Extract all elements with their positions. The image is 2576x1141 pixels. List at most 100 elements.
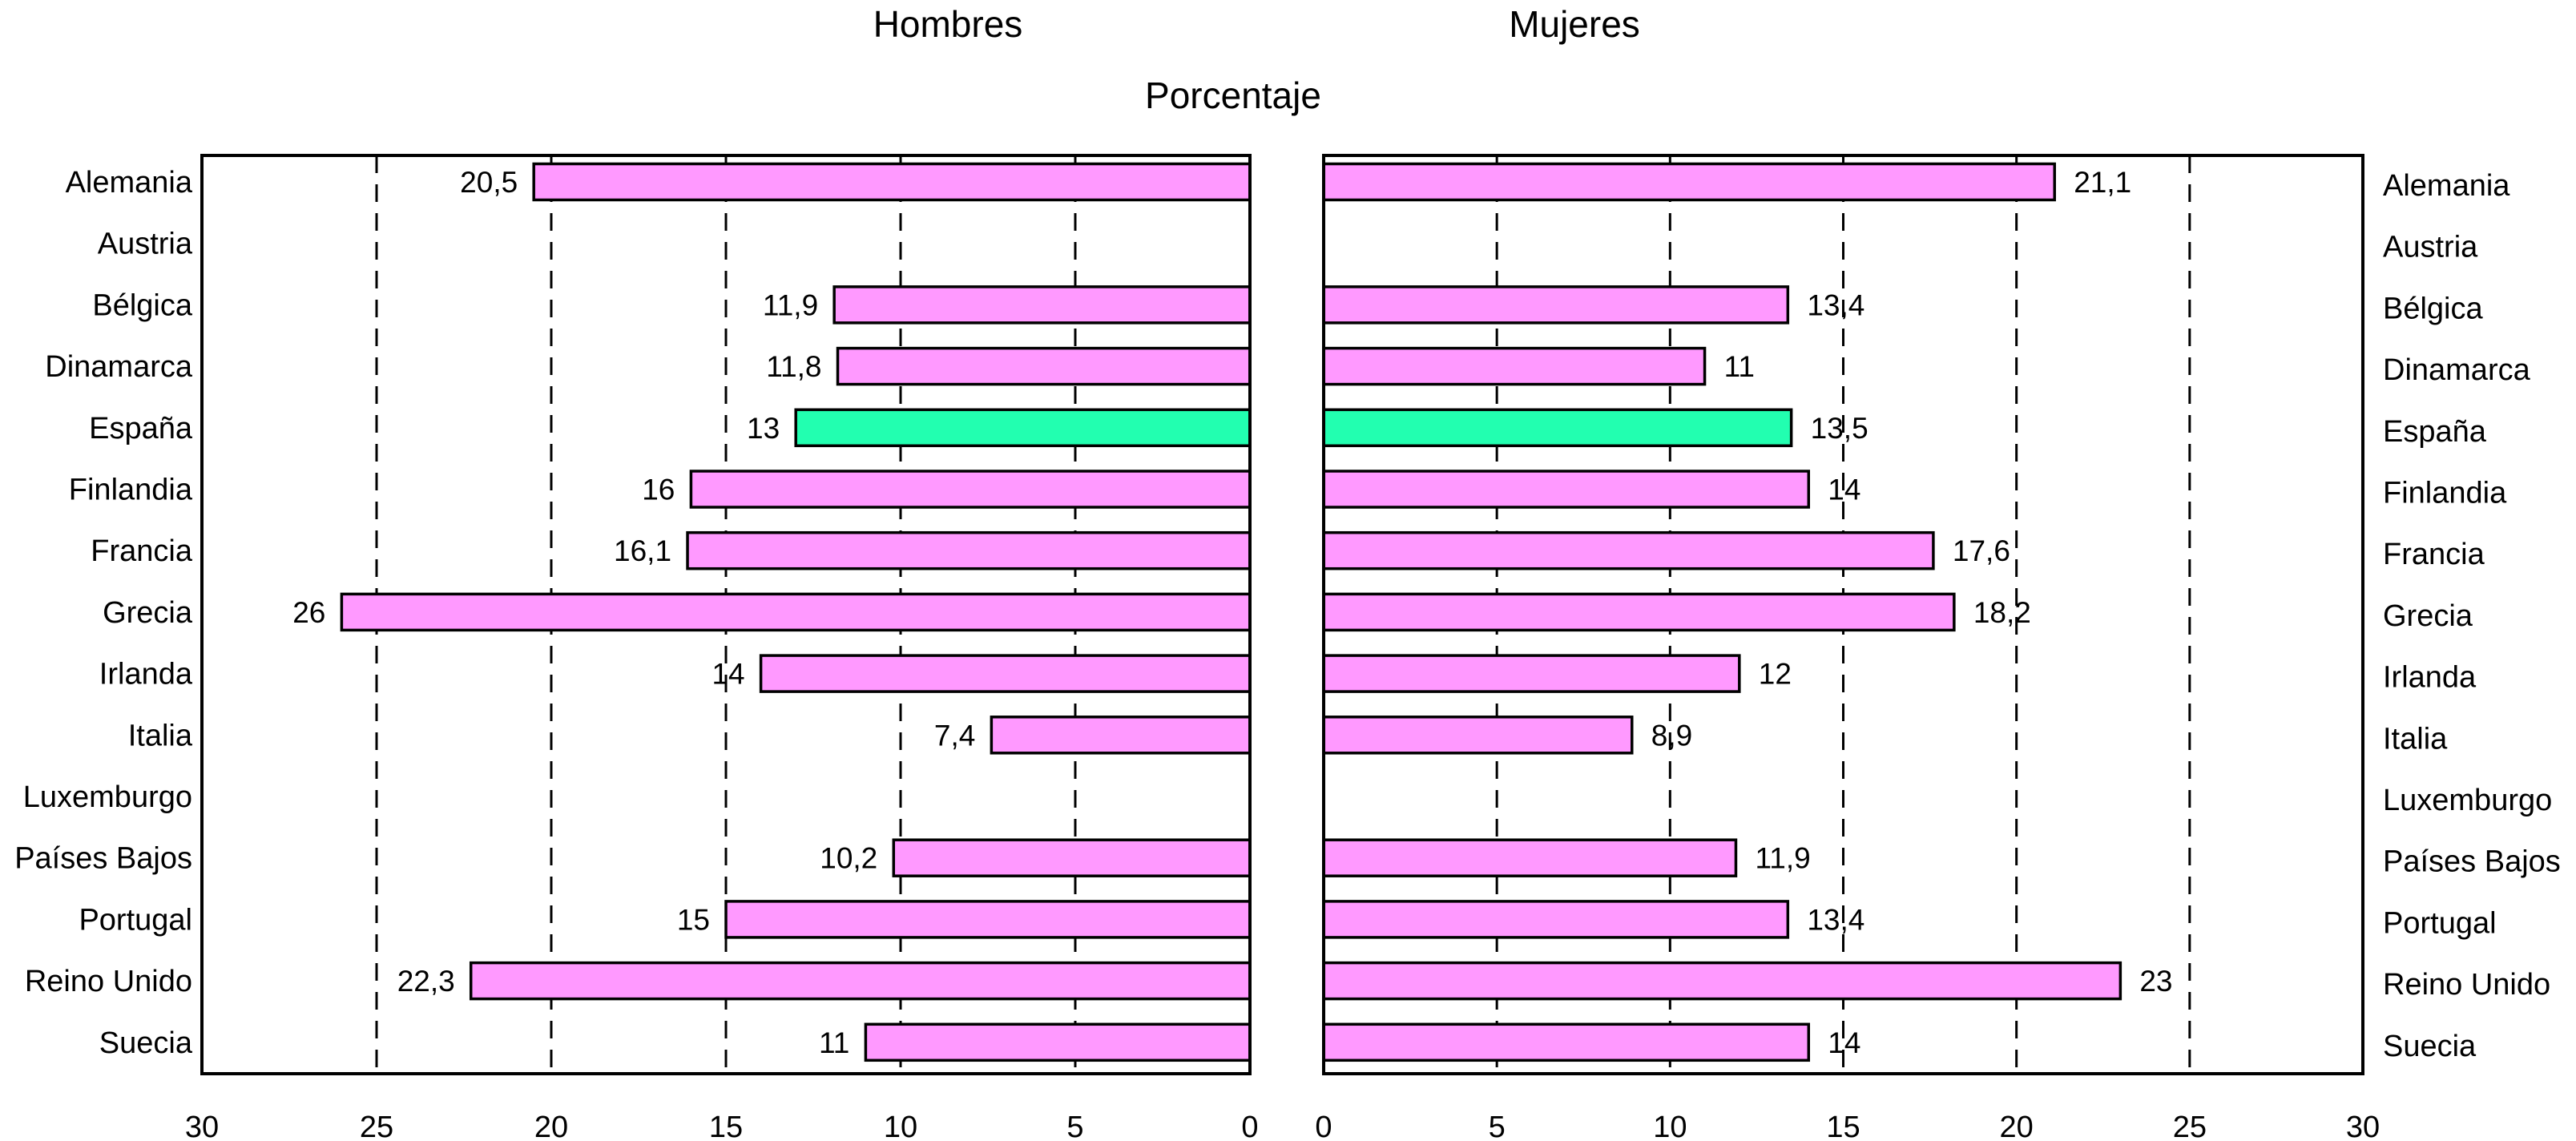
left-category-label-belgica: Bélgica [92,288,192,322]
mujeres-bar-espana [1322,408,1793,448]
hombres-bar-italia [990,716,1252,755]
mujeres-bar-finlandia [1322,470,1811,509]
mujeres-bar-dinamarca [1322,346,1707,386]
mujeres-bar-suecia [1322,1022,1811,1062]
hombres-x-tick-label: 5 [1066,1111,1083,1141]
right-category-label-italia: Italia [2383,722,2448,756]
hombres-bar-grecia [340,592,1252,632]
mujeres-x-tick-label: 15 [1826,1111,1860,1141]
hombres-bar-portugal [724,900,1252,939]
hombres-x-tick-label: 30 [185,1111,219,1141]
hombres-x-tick-label: 0 [1241,1111,1258,1141]
left-category-label-grecia: Grecia [103,596,193,630]
mujeres-value-label-grecia: 18,2 [1973,596,2031,629]
right-category-label-luxemburgo: Luxemburgo [2383,784,2552,817]
mujeres-value-label-finlandia: 14 [1828,474,1860,506]
left-category-label-luxemburgo: Luxemburgo [23,780,192,814]
series-title-hombres: Hombres [873,3,1023,45]
right-category-label-portugal: Portugal [2383,906,2497,940]
right-category-label-suecia: Suecia [2383,1030,2477,1063]
hombres-x-tick-label: 15 [709,1111,743,1141]
left-category-label-finlandia: Finlandia [69,474,193,507]
mujeres-bar-reino-unido [1322,961,2122,1001]
hombres-x-tick-label: 20 [534,1111,568,1141]
left-category-label-irlanda: Irlanda [99,658,193,691]
hombres-value-label-grecia: 26 [292,596,325,629]
right-category-label-espana: España [2383,415,2487,449]
right-category-label-belgica: Bélgica [2383,292,2483,325]
hombres-value-label-italia: 7,4 [934,719,975,752]
hombres-bar-espana [794,408,1252,448]
mujeres-plot-frame [1322,154,2364,1075]
mujeres-x-tick-label: 20 [2000,1111,2034,1141]
right-category-label-irlanda: Irlanda [2383,661,2477,695]
hombres-plot-frame [200,154,1252,1075]
mujeres-value-label-espana: 13,5 [1811,412,1869,445]
right-category-label-finlandia: Finlandia [2383,477,2507,510]
hombres-bar-alemania [532,162,1252,202]
hombres-value-label-francia: 16,1 [614,534,671,567]
mujeres-bar-belgica [1322,285,1790,325]
mujeres-bar-italia [1322,716,1634,755]
mujeres-value-label-belgica: 13,4 [1807,288,1864,321]
hombres-value-label-alemania: 20,5 [460,166,518,199]
hombres-bar-dinamarca [836,346,1252,386]
left-category-label-suecia: Suecia [99,1026,193,1060]
hombres-value-label-portugal: 15 [677,903,710,936]
left-category-label-reino-unido: Reino Unido [25,965,192,998]
hombres-value-label-espana: 13 [747,412,780,445]
mujeres-bar-francia [1322,530,1935,570]
mujeres-x-tick-label: 30 [2346,1111,2380,1141]
mujeres-bar-paises-bajos [1322,838,1738,877]
mujeres-bar-alemania [1322,162,2056,202]
mujeres-value-label-italia: 8,9 [1651,719,1692,752]
hombres-x-tick-label: 10 [884,1111,917,1141]
mujeres-value-label-francia: 17,6 [1953,534,2010,567]
left-category-label-espana: España [89,412,193,446]
right-category-label-austria: Austria [2383,231,2478,264]
mujeres-x-tick-label: 25 [2173,1111,2207,1141]
left-category-label-paises-bajos: Países Bajos [14,842,192,876]
right-category-label-alemania: Alemania [2383,169,2510,203]
mujeres-x-tick-label: 5 [1489,1111,1506,1141]
mujeres-bar-grecia [1322,592,1956,632]
right-category-label-reino-unido: Reino Unido [2383,968,2550,1002]
hombres-value-label-suecia: 11 [819,1026,849,1059]
mujeres-value-label-irlanda: 12 [1759,658,1792,691]
left-category-label-francia: Francia [91,534,193,568]
left-category-label-dinamarca: Dinamarca [45,350,193,384]
series-title-mujeres: Mujeres [1509,3,1640,45]
left-category-axis: Alemania Austria Bélgica Dinamarca España Fin… [14,166,193,1060]
mujeres-value-label-paises-bajos: 11,9 [1755,842,1810,875]
right-category-label-dinamarca: Dinamarca [2383,353,2531,387]
mujeres-value-label-alemania: 21,1 [2074,166,2131,199]
hombres-bar-francia [686,530,1252,570]
mujeres-value-label-portugal: 13,4 [1807,903,1864,936]
hombres-value-label-reino-unido: 22,3 [397,965,455,998]
right-category-label-grecia: Grecia [2383,599,2473,633]
hombres-value-label-paises-bajos: 10,2 [820,842,877,875]
hombres-x-tick-label: 25 [360,1111,393,1141]
hombres-value-label-belgica: 11,9 [763,288,818,321]
mujeres-x-tick-label: 10 [1653,1111,1687,1141]
hombres-bar-paises-bajos [892,838,1252,877]
left-category-label-italia: Italia [128,719,193,752]
hombres-bar-reino-unido [469,961,1252,1001]
hombres-bar-finlandia [689,470,1252,509]
hombres-bar-belgica [832,285,1252,325]
left-category-label-austria: Austria [98,228,193,261]
left-category-label-portugal: Portugal [79,903,192,937]
hombres-value-label-finlandia: 16 [642,474,675,506]
mujeres-panel: 21,1 13,4 11 13,5 14 17,6 18,2 12 8,9 11,9 13,4 23 1… [1315,154,2380,1141]
mujeres-value-label-suecia: 14 [1828,1026,1860,1059]
chart-title: Porcentaje [1145,75,1321,116]
mujeres-x-tick-label: 0 [1315,1111,1332,1141]
mujeres-value-label-reino-unido: 23 [2139,965,2172,998]
right-category-label-paises-bajos: Países Bajos [2383,845,2561,879]
hombres-value-label-irlanda: 14 [712,658,744,691]
mujeres-bar-portugal [1322,900,1790,939]
mujeres-bar-irlanda [1322,654,1741,693]
hombres-bar-suecia [864,1022,1252,1062]
left-category-label-alemania: Alemania [66,166,193,200]
